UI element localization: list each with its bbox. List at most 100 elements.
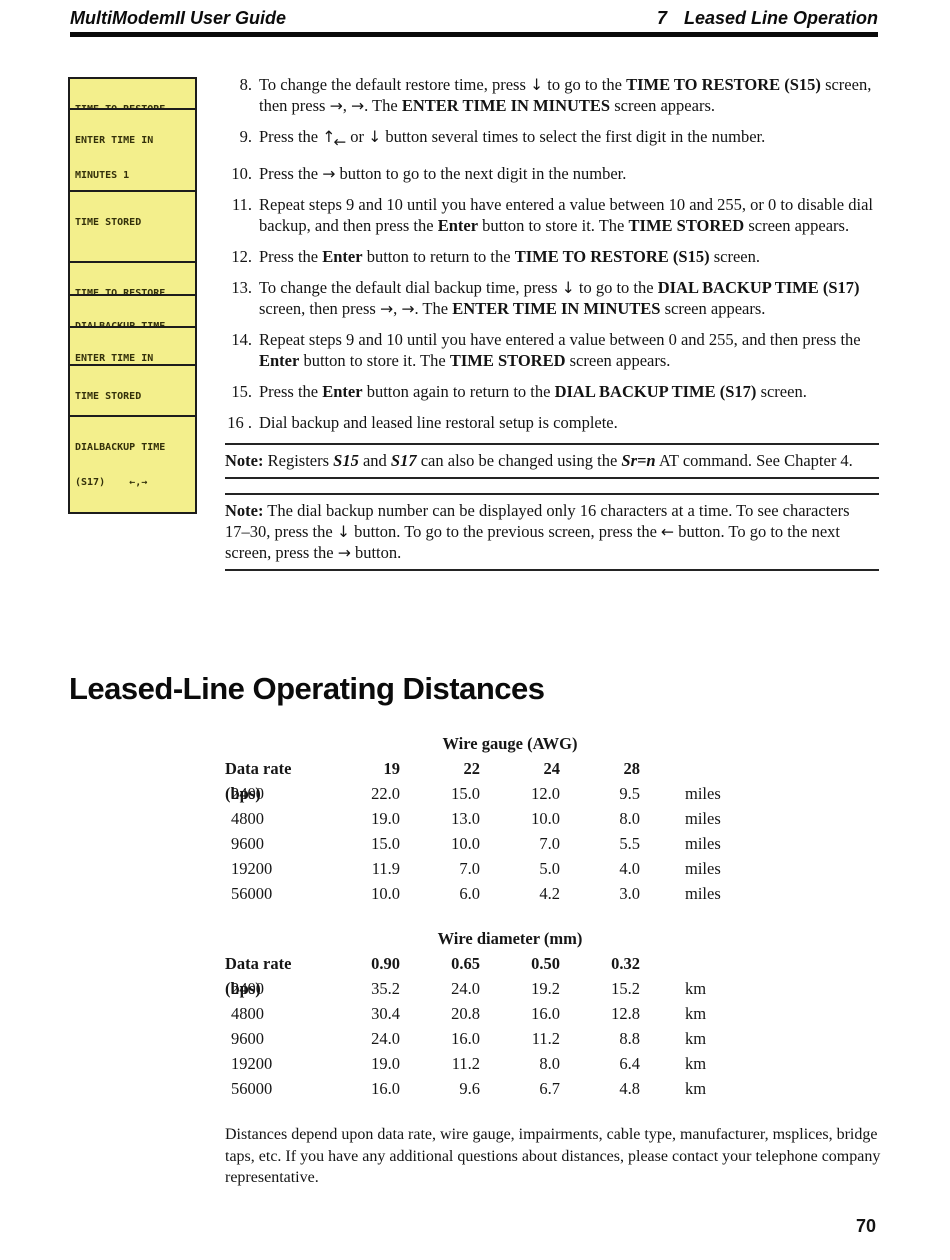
procedure-step: 14. Repeat steps 9 and 10 until you have … — [225, 329, 879, 371]
text-segment: Press the — [259, 127, 323, 146]
text-segment: To change the default dial backup time, … — [259, 278, 562, 297]
emphasized-text: Enter — [322, 382, 363, 401]
unit-cell: miles — [685, 809, 721, 828]
procedure-step: 16 . Dial backup and leased line restoral… — [225, 412, 879, 433]
step-text: Press the Enter button to return to the … — [259, 246, 879, 267]
emphasized-text: TIME TO RESTORE (S15) — [514, 247, 710, 266]
text-segment: button. To go to the next screen, press … — [225, 522, 840, 562]
lcd-line: TIME TO RESTORE — [75, 288, 191, 300]
distance-cell: 6.7 — [539, 1079, 560, 1098]
distance-cell: 4.2 — [539, 884, 560, 903]
text-segment: screen. — [756, 382, 807, 401]
text-segment: can also be changed using the — [416, 451, 622, 470]
unit-cell: km — [685, 1029, 707, 1048]
text-segment: screen appears. — [744, 216, 850, 235]
step-number: 13. — [231, 278, 252, 297]
emphasized-text: ENTER TIME IN MINUTES — [401, 96, 611, 115]
unit-cell: km — [685, 1004, 707, 1023]
distance-cell: 16.0 — [371, 1079, 400, 1098]
header-chapter: 7 Leased Line Operation — [657, 8, 878, 29]
distance-cell: 11.9 — [371, 859, 400, 878]
emphasized-text: Sr=n — [621, 451, 656, 470]
emphasized-text: S17 — [390, 451, 417, 470]
distance-cell: 6.4 — [619, 1054, 640, 1073]
text-segment: to go to the — [543, 75, 627, 94]
unit-cell: miles — [685, 784, 721, 803]
text-segment: , — [393, 299, 402, 318]
header-book-title: MultiModemII User Guide — [70, 8, 287, 28]
text-segment: to go to the — [574, 278, 658, 297]
text-segment: button. — [350, 543, 402, 562]
table-header-row: Data rate (bps) 19 22 24 28 — [225, 756, 795, 803]
distance-cell: 6.0 — [459, 884, 480, 903]
table-title: Wire gauge (AWG) — [442, 734, 578, 753]
table-row: 56000 16.0 9.6 6.7 4.8 km — [225, 1076, 795, 1101]
table-title: Wire diameter (mm) — [437, 929, 583, 948]
wire-diameter-table: Wire diameter (mm) Data rate (bps) 0.90 0.6… — [225, 926, 795, 1101]
distance-cell: 12.0 — [531, 784, 560, 803]
table-header-row: Data rate (bps) 0.90 0.65 0.50 0.32 — [225, 951, 795, 998]
emphasized-text: S15 — [333, 451, 359, 470]
unit-cell: km — [685, 979, 707, 998]
emphasized-text: TIME STORED — [449, 351, 566, 370]
column-header: 0.32 — [611, 954, 640, 973]
text-segment: screen. — [709, 247, 760, 266]
header-rule — [70, 32, 878, 37]
distance-cell: 8.8 — [619, 1029, 640, 1048]
header-chapter-number: 7 — [656, 8, 667, 28]
down-arrow-glyph: ↓ — [368, 127, 382, 146]
emphasized-text: Enter — [259, 351, 300, 370]
text-segment: , — [342, 96, 351, 115]
text-segment: To change the default restore time, pres… — [259, 75, 530, 94]
lcd-dialbackup-time-s17-2: DIALBACKUP TIME (S17) ←,→ — [68, 415, 197, 514]
step-number: 12. — [231, 247, 252, 266]
distance-cell: 16.0 — [531, 1004, 560, 1023]
data-rate-cell: 9600 — [231, 1029, 264, 1048]
distance-cell: 10.0 — [451, 834, 480, 853]
text-segment: button to go to the next digit in the nu… — [335, 164, 627, 183]
text-segment: Press the — [259, 164, 323, 183]
distance-cell: 19.0 — [371, 809, 400, 828]
right-arrow-glyph: → — [337, 543, 351, 562]
right-arrow-glyph: → — [322, 164, 336, 183]
distance-cell: 9.6 — [459, 1079, 480, 1098]
text-segment: button several times to select the first… — [381, 127, 766, 146]
text-segment: button to store it. The — [478, 216, 629, 235]
lcd-line: (S17) ←,→ — [75, 476, 148, 488]
unit-cell: miles — [685, 859, 721, 878]
text-segment: Press the — [259, 382, 323, 401]
text-segment: Press the — [259, 247, 323, 266]
step-text: Dial backup and leased line restoral set… — [259, 412, 879, 433]
step-text: Repeat steps 9 and 10 until you have ent… — [259, 329, 879, 371]
procedure-step: 9. Press the ↑← or ↓ button several times… — [225, 126, 879, 153]
emphasized-text: Enter — [322, 247, 363, 266]
step-number: 10. — [231, 164, 252, 183]
page-number: 70 — [855, 1216, 876, 1236]
procedure-step: 13. To change the default dial backup tim… — [225, 277, 879, 319]
text-segment: button to return to the — [362, 247, 515, 266]
distance-cell: 8.0 — [539, 1054, 560, 1073]
distance-cell: 13.0 — [451, 809, 480, 828]
text-segment: . The — [414, 299, 453, 318]
note-registers: Note: Registers S15 and S17 can also be … — [225, 443, 879, 479]
column-header: 19 — [383, 759, 401, 778]
lcd-line: MINUTES 1 — [75, 169, 130, 181]
distance-cell: 7.0 — [459, 859, 480, 878]
column-header: 22 — [463, 759, 481, 778]
lcd-line: TIME STORED — [75, 217, 142, 228]
left-arrow-glyph: ← — [333, 133, 347, 151]
data-rate-cell: 19200 — [231, 1054, 273, 1073]
text-segment: Repeat steps 9 and 10 until you have ent… — [259, 195, 873, 235]
lcd-line: DIALBACKUP TIME — [75, 442, 166, 453]
down-arrow-glyph: ↓ — [336, 522, 350, 541]
distance-cell: 30.4 — [371, 1004, 400, 1023]
data-rate-cell: 56000 — [231, 884, 273, 903]
distance-cell: 3.0 — [619, 884, 640, 903]
unit-cell: miles — [685, 834, 721, 853]
unit-cell: km — [685, 1054, 707, 1073]
emphasized-text: DIAL BACKUP TIME (S17) — [554, 382, 757, 401]
distance-cell: 9.5 — [619, 784, 640, 803]
procedure-step: 8. To change the default restore time, pr… — [225, 74, 879, 116]
distance-cell: 22.0 — [371, 784, 400, 803]
text-segment: The dial backup number can be displayed … — [225, 501, 850, 541]
